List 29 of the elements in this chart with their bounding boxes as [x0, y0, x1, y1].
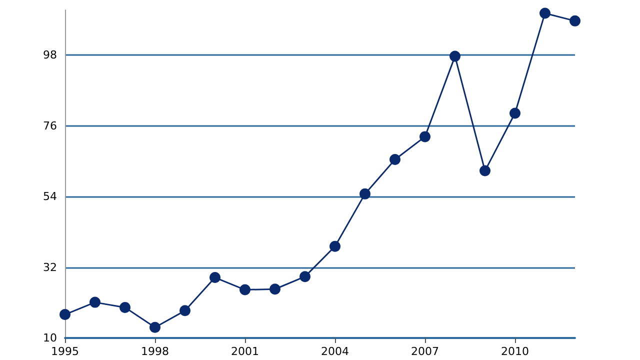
point — [450, 50, 460, 62]
point — [480, 165, 490, 176]
point — [570, 15, 580, 26]
point — [510, 108, 520, 119]
point — [210, 272, 220, 284]
point — [150, 322, 160, 333]
point — [120, 302, 130, 313]
x-tick-label: 1998 — [141, 345, 169, 358]
point — [390, 154, 400, 166]
x-tick-label: 2007 — [411, 345, 439, 358]
point — [330, 240, 340, 252]
x-tick-label: 2010 — [501, 345, 529, 358]
y-tick-label: 10 — [43, 332, 57, 344]
point — [270, 284, 280, 295]
x-tick-label: 1995 — [51, 345, 79, 358]
x-tick-label: 2004 — [321, 345, 349, 358]
point — [90, 296, 100, 308]
y-tick-label: 54 — [43, 190, 57, 204]
point — [420, 131, 430, 142]
point — [300, 271, 310, 282]
point — [60, 309, 70, 320]
y-tick-label: 76 — [43, 119, 57, 132]
point — [240, 284, 250, 296]
point — [180, 305, 190, 316]
point — [360, 188, 370, 200]
y-tick-label: 98 — [43, 48, 57, 62]
point — [540, 8, 550, 19]
x-tick-label: 2001 — [231, 345, 259, 358]
y-tick-label: 32 — [43, 260, 57, 274]
